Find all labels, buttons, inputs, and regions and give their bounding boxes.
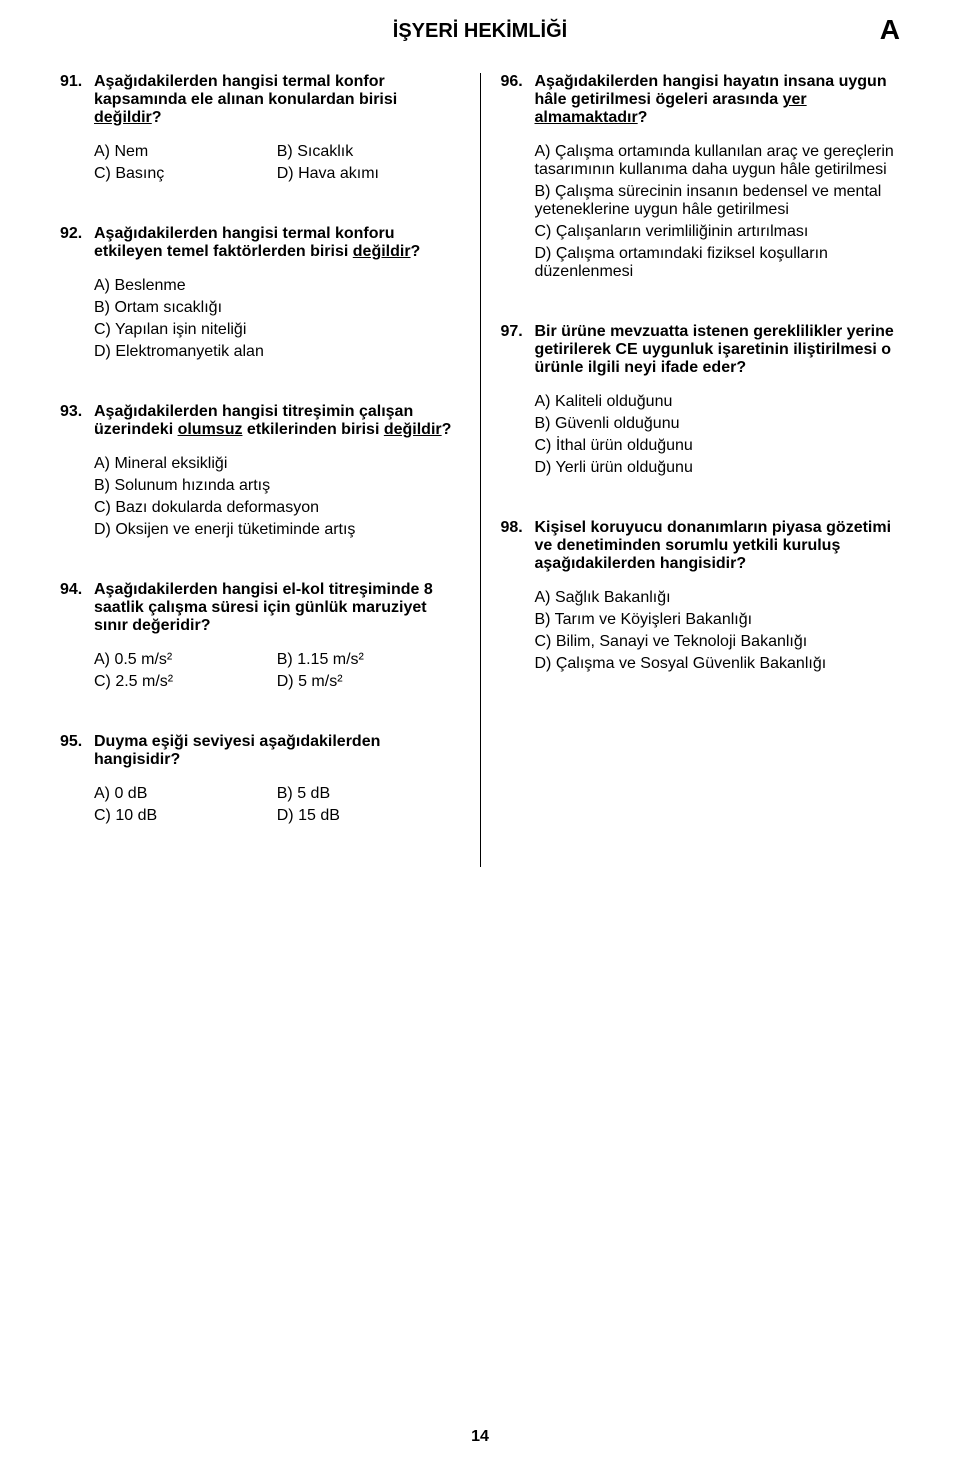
option-b: B) Çalışma sürecinin insanın bedensel ve… [535,183,901,219]
option-d: D) Elektromanyetik alan [94,343,460,361]
options-grid: A) Nem B) Sıcaklık C) Basınç D) Hava akı… [94,143,460,187]
left-column: 91. Aşağıdakilerden hangisi termal konfo… [60,73,481,867]
stem-text: ? [411,243,421,260]
stem-text: etkilerinden birisi [242,421,383,438]
option-b: B) Tarım ve Köyişleri Bakanlığı [535,611,901,629]
question-stem: Aşağıdakilerden hangisi termal konforu e… [94,225,460,261]
booklet-code: A [880,14,900,46]
option-b: B) 1.15 m/s² [277,651,460,669]
question-number: 95. [60,733,94,829]
question-number: 92. [60,225,94,365]
question-body: Kişisel koruyucu donanımların piyasa göz… [535,519,901,677]
right-column: 96. Aşağıdakilerden hangisi hayatın insa… [481,73,901,867]
options-list: A) Mineral eksikliği B) Solunum hızında … [94,455,460,539]
option-a: A) Çalışma ortamında kullanılan araç ve … [535,143,901,179]
option-c: C) Bazı dokularda deformasyon [94,499,460,517]
question-body: Duyma eşiği seviyesi aşağıdakilerden han… [94,733,460,829]
question-95: 95. Duyma eşiği seviyesi aşağıdakilerden… [60,733,460,829]
stem-text: ? [638,109,648,126]
question-92: 92. Aşağıdakilerden hangisi termal konfo… [60,225,460,365]
option-d: D) Oksijen ve enerji tüketiminde artış [94,521,460,539]
question-91: 91. Aşağıdakilerden hangisi termal konfo… [60,73,460,187]
question-body: Bir ürüne mevzuatta istenen gereklilikle… [535,323,901,481]
stem-text: Aşağıdakilerden hangisi termal konforu e… [94,225,395,260]
option-d: D) 15 dB [277,807,460,825]
question-stem: Duyma eşiği seviyesi aşağıdakilerden han… [94,733,460,769]
option-d: D) Çalışma ve Sosyal Güvenlik Bakanlığı [535,655,901,673]
option-b: B) Sıcaklık [277,143,460,161]
option-d: D) Yerli ürün olduğunu [535,459,901,477]
exam-page: İŞYERİ HEKİMLİĞİ A 91. Aşağıdakilerden h… [0,0,960,1460]
stem-text: ? [152,109,162,126]
question-98: 98. Kişisel koruyucu donanımların piyasa… [501,519,901,677]
stem-text: Aşağıdakilerden hangisi termal konfor ka… [94,73,397,108]
option-d: D) 5 m/s² [277,673,460,691]
option-d: D) Çalışma ortamındaki fiziksel koşullar… [535,245,901,281]
stem-text: ? [442,421,452,438]
question-96: 96. Aşağıdakilerden hangisi hayatın insa… [501,73,901,285]
options-list: A) Beslenme B) Ortam sıcaklığı C) Yapıla… [94,277,460,361]
option-c: C) Yapılan işin niteliği [94,321,460,339]
exam-title: İŞYERİ HEKİMLİĞİ [393,20,567,43]
option-a: A) Nem [94,143,277,161]
option-b: B) Güvenli olduğunu [535,415,901,433]
option-c: C) 10 dB [94,807,277,825]
question-number: 91. [60,73,94,187]
options-grid: A) 0 dB B) 5 dB C) 10 dB D) 15 dB [94,785,460,829]
option-a: A) Beslenme [94,277,460,295]
options-list: A) Çalışma ortamında kullanılan araç ve … [535,143,901,281]
options-grid: A) 0.5 m/s² B) 1.15 m/s² C) 2.5 m/s² D) … [94,651,460,695]
question-number: 98. [501,519,535,677]
question-body: Aşağıdakilerden hangisi termal konforu e… [94,225,460,365]
question-body: Aşağıdakilerden hangisi termal konfor ka… [94,73,460,187]
option-a: A) Kaliteli olduğunu [535,393,901,411]
stem-underline: değildir [94,109,152,126]
question-94: 94. Aşağıdakilerden hangisi el-kol titre… [60,581,460,695]
question-body: Aşağıdakilerden hangisi el-kol titreşimi… [94,581,460,695]
option-a: A) 0 dB [94,785,277,803]
page-number: 14 [0,1428,960,1446]
question-number: 93. [60,403,94,543]
question-stem: Aşağıdakilerden hangisi hayatın insana u… [535,73,901,127]
option-b: B) Ortam sıcaklığı [94,299,460,317]
option-b: B) Solunum hızında artış [94,477,460,495]
page-header: İŞYERİ HEKİMLİĞİ A [60,20,900,43]
question-stem: Aşağıdakilerden hangisi el-kol titreşimi… [94,581,460,635]
question-97: 97. Bir ürüne mevzuatta istenen gereklil… [501,323,901,481]
stem-underline: değildir [384,421,442,438]
question-stem: Bir ürüne mevzuatta istenen gereklilikle… [535,323,901,377]
option-a: A) Mineral eksikliği [94,455,460,473]
stem-underline: değildir [353,243,411,260]
options-list: A) Sağlık Bakanlığı B) Tarım ve Köyişler… [535,589,901,673]
option-c: C) Basınç [94,165,277,183]
option-a: A) 0.5 m/s² [94,651,277,669]
stem-underline: olumsuz [178,421,243,438]
question-stem: Kişisel koruyucu donanımların piyasa göz… [535,519,901,573]
question-93: 93. Aşağıdakilerden hangisi titreşimin ç… [60,403,460,543]
question-body: Aşağıdakilerden hangisi titreşimin çalış… [94,403,460,543]
question-number: 94. [60,581,94,695]
question-stem: Aşağıdakilerden hangisi titreşimin çalış… [94,403,460,439]
question-number: 97. [501,323,535,481]
option-a: A) Sağlık Bakanlığı [535,589,901,607]
option-c: C) Çalışanların verimliliğinin artırılma… [535,223,901,241]
option-c: C) Bilim, Sanayi ve Teknoloji Bakanlığı [535,633,901,651]
option-c: C) İthal ürün olduğunu [535,437,901,455]
question-body: Aşağıdakilerden hangisi hayatın insana u… [535,73,901,285]
question-stem: Aşağıdakilerden hangisi termal konfor ka… [94,73,460,127]
stem-text: Aşağıdakilerden hangisi hayatın insana u… [535,73,887,108]
options-list: A) Kaliteli olduğunu B) Güvenli olduğunu… [535,393,901,477]
option-b: B) 5 dB [277,785,460,803]
option-d: D) Hava akımı [277,165,460,183]
option-c: C) 2.5 m/s² [94,673,277,691]
question-number: 96. [501,73,535,285]
content-columns: 91. Aşağıdakilerden hangisi termal konfo… [60,73,900,867]
